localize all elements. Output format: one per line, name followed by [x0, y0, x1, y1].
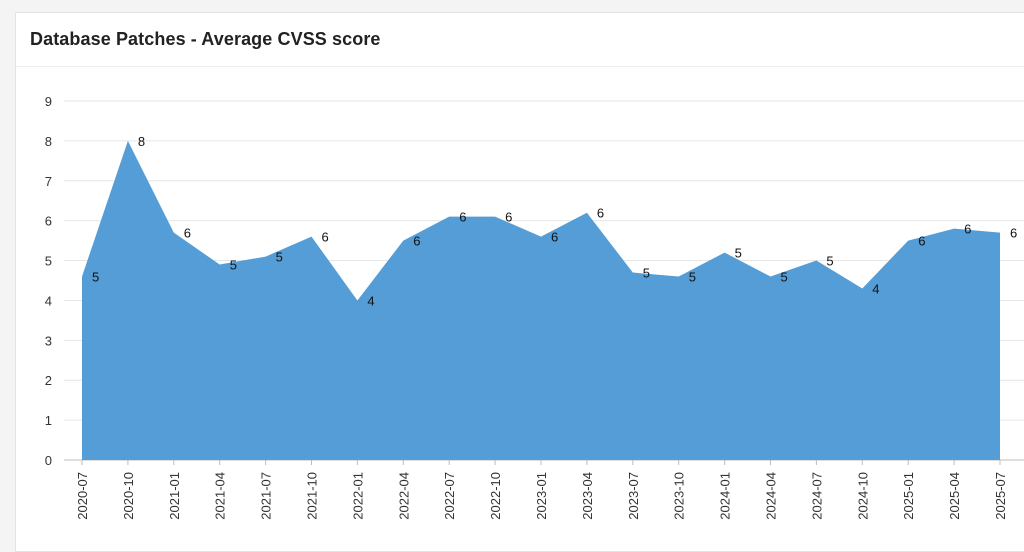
data-label: 6: [505, 210, 512, 225]
data-label: 6: [964, 222, 971, 237]
y-tick-label: 1: [45, 413, 52, 428]
x-tick-label: 2023-04: [580, 472, 595, 520]
data-label: 4: [872, 281, 879, 296]
x-tick-label: 2021-04: [213, 472, 228, 520]
card-header: Database Patches - Average CVSS score: [16, 13, 1024, 67]
data-label: 6: [184, 226, 191, 241]
x-tick-label: 2024-10: [855, 472, 870, 520]
y-tick-label: 5: [45, 254, 52, 269]
x-tick-label: 2020-07: [75, 472, 90, 520]
x-tick-label: 2021-10: [305, 472, 320, 520]
chart-title: Database Patches - Average CVSS score: [30, 29, 381, 49]
y-tick-label: 4: [45, 293, 52, 308]
data-label: 6: [551, 230, 558, 245]
data-label: 5: [92, 270, 99, 285]
data-label: 5: [643, 266, 650, 281]
x-tick-label: 2023-10: [672, 472, 687, 520]
area-chart: 0 1 2 3 4 5 6 7 8 9 2020-07 2020-10 2021-01 2021-04 20…: [45, 94, 1024, 520]
x-tick-label: 2020-10: [121, 472, 136, 520]
x-tick-label: 2024-04: [764, 472, 779, 520]
y-tick-label: 9: [45, 94, 52, 109]
x-tick-label: 2025-07: [993, 472, 1008, 520]
data-label: 5: [781, 270, 788, 285]
y-tick-label: 0: [45, 453, 52, 468]
y-tick-label: 2: [45, 373, 52, 388]
data-label: 5: [826, 254, 833, 269]
x-tick-label: 2022-10: [488, 472, 503, 520]
x-tick-label: 2021-07: [259, 472, 274, 520]
x-tick-label: 2022-01: [350, 472, 365, 520]
x-tick-label: 2024-07: [809, 472, 824, 520]
data-label: 4: [367, 293, 374, 308]
x-tick-label: 2025-04: [947, 472, 962, 520]
x-tick-label: 2021-01: [167, 472, 182, 520]
data-label: 5: [689, 270, 696, 285]
data-label: 5: [276, 250, 283, 265]
data-label: 5: [230, 258, 237, 273]
y-tick-label: 7: [45, 174, 52, 189]
data-label: 6: [1010, 226, 1017, 241]
data-label: 5: [735, 246, 742, 261]
data-label: 6: [413, 234, 420, 249]
x-tick-label: 2024-01: [718, 472, 733, 520]
x-tick-label: 2023-07: [626, 472, 641, 520]
x-tick-label: 2025-01: [901, 472, 916, 520]
y-tick-label: 3: [45, 333, 52, 348]
area-series: [82, 140, 1000, 460]
x-tick-label: 2022-07: [442, 472, 457, 520]
x-tick-label: 2022-04: [396, 472, 411, 520]
data-label: 6: [597, 206, 604, 221]
data-label: 6: [322, 230, 329, 245]
data-label: 8: [138, 134, 145, 149]
x-tick-label: 2023-01: [534, 472, 549, 520]
data-label: 6: [459, 210, 466, 225]
data-label: 6: [918, 234, 925, 249]
y-tick-label: 6: [45, 214, 52, 229]
y-tick-label: 8: [45, 134, 52, 149]
